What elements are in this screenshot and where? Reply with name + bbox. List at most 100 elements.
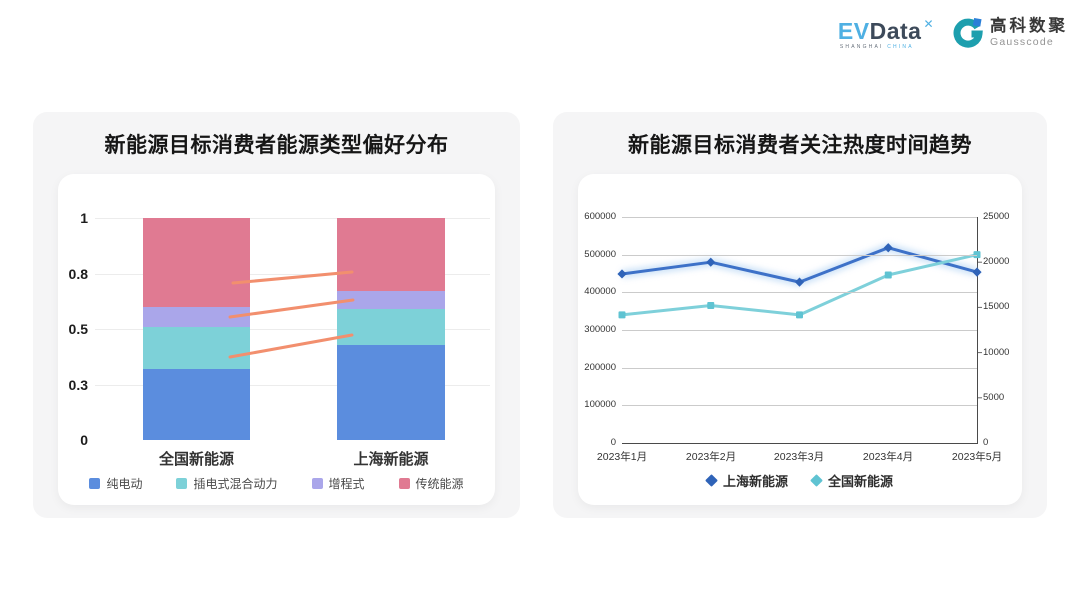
legend-item-phev[interactable]: 插电式混合动力 xyxy=(176,475,278,492)
left-axis-tick: 0 xyxy=(610,437,616,448)
legend-item-erev[interactable]: 增程式 xyxy=(311,475,365,492)
legend-item-traditional[interactable]: 传统能源 xyxy=(398,475,464,492)
gausscode-g-icon xyxy=(953,17,983,48)
legend-label: 全国新能源 xyxy=(828,474,894,489)
bar-chart-card: 全国新能源 上海新能源 0 0.3 0.5 0.8 1 纯电动 插电式混合动力 增程式 … xyxy=(58,174,495,505)
bar-segment xyxy=(143,368,250,440)
header-logos: EV Data ✕ SHANGHAI CHINA 高科数聚 Gausscode xyxy=(837,17,1068,50)
line-gridline xyxy=(622,367,977,369)
evdata-tagline: SHANGHAI CHINA xyxy=(839,44,914,50)
line-plot-area xyxy=(617,217,982,444)
gausscode-cn-name: 高科数聚 xyxy=(990,17,1068,36)
right-axis-tick: 15000 xyxy=(983,301,1010,312)
line-gridline xyxy=(622,330,977,331)
data-point-diamond xyxy=(883,243,893,253)
line-chart-card: 0 100000 200000 300000 400000 500000 600… xyxy=(578,174,1022,505)
bar-segment xyxy=(337,344,445,440)
data-point-diamond xyxy=(706,257,716,267)
annotation-line xyxy=(228,298,355,319)
line-gridline xyxy=(622,254,977,256)
line-gridline xyxy=(622,405,977,407)
right-axis-tick: 20000 xyxy=(983,256,1010,267)
bar-national xyxy=(143,218,250,440)
left-axis-tick: 500000 xyxy=(584,249,616,260)
bar-gridline xyxy=(95,329,490,330)
right-axis-tick: 25000 xyxy=(983,211,1010,222)
legend-diamond-marker xyxy=(705,474,718,487)
bar-segment xyxy=(143,326,250,369)
x-axis-label: 2023年1月 xyxy=(596,451,648,463)
line-series-layer xyxy=(617,243,982,399)
legend-swatch xyxy=(398,478,410,489)
bar-ytick-label: 0.8 xyxy=(68,265,88,282)
bar-chart-title: 新能源目标消费者能源类型偏好分布 xyxy=(104,134,449,157)
data-point-diamond xyxy=(972,267,982,277)
left-axis-tick: 100000 xyxy=(584,399,616,410)
bar-segment xyxy=(337,291,445,310)
gausscode-en-name: Gausscode xyxy=(990,36,1054,49)
gausscode-logo: 高科数聚 Gausscode xyxy=(952,17,1068,49)
gausscode-wordmark: 高科数聚 Gausscode xyxy=(990,17,1068,48)
bar-gridline xyxy=(95,384,490,386)
bar-category-label: 上海新能源 xyxy=(353,451,429,468)
line-glow xyxy=(621,243,979,287)
legend-swatch xyxy=(89,478,101,489)
data-point-square xyxy=(618,311,626,319)
bar-segment xyxy=(337,218,445,292)
data-point-square xyxy=(796,311,803,319)
bar-legend: 纯电动 插电式混合动力 增程式 传统能源 xyxy=(58,475,495,492)
legend-swatch xyxy=(176,478,188,489)
left-axis-tick: 400000 xyxy=(584,286,616,297)
legend-item-shanghai[interactable]: 上海新能源 xyxy=(705,471,788,490)
right-axis-tick: 5000 xyxy=(983,392,1005,403)
x-axis-label: 2023年3月 xyxy=(773,451,825,463)
bar-gridline xyxy=(95,273,490,275)
annotation-lines-layer xyxy=(228,270,355,359)
right-axis-tick: 10000 xyxy=(983,347,1010,358)
x-axis-label: 2023年4月 xyxy=(862,451,914,463)
bar-segment xyxy=(337,309,445,345)
legend-label: 上海新能源 xyxy=(722,474,788,489)
x-axis-label: 2023年2月 xyxy=(685,451,737,463)
evdata-wordmark: EV Data ✕ xyxy=(837,17,934,44)
x-axis-label: 2023年5月 xyxy=(951,451,1003,463)
left-axis-tick: 300000 xyxy=(584,324,616,335)
legend-label: 传统能源 xyxy=(415,477,464,491)
annotation-line xyxy=(228,333,354,359)
bar-segment xyxy=(143,306,250,327)
bar-plot-area: 全国新能源 上海新能源 0 0.3 0.5 0.8 1 xyxy=(69,210,490,468)
legend-label: 纯电动 xyxy=(106,477,143,491)
left-axis-tick: 600000 xyxy=(584,211,616,222)
legend-label: 增程式 xyxy=(328,477,365,491)
energy-type-preference-panel: 新能源目标消费者能源类型偏好分布 全国新能源 上海新能源 0 0.3 0.5 0.8 1… xyxy=(33,112,520,518)
legend-item-pure-electric[interactable]: 纯电动 xyxy=(89,475,142,492)
attention-trend-panel: 新能源目标消费者关注热度时间趋势 0 100000 200000 300000 … xyxy=(553,112,1047,518)
bar-gridline xyxy=(95,218,490,219)
data-point-square xyxy=(884,271,892,279)
evdata-data-text: Data xyxy=(869,18,922,44)
bar-ytick-label: 0.3 xyxy=(68,376,88,393)
bar-ytick-label: 0.5 xyxy=(68,321,88,337)
legend-item-national[interactable]: 全国新能源 xyxy=(810,471,894,490)
right-axis-tick: 0 xyxy=(983,437,989,448)
line-gridline xyxy=(622,292,977,294)
evdata-x-icon: ✕ xyxy=(923,17,934,31)
bar-segment xyxy=(143,218,250,307)
bar-ytick-label: 1 xyxy=(80,210,88,226)
left-axis-tick: 200000 xyxy=(584,362,616,373)
bar-ytick-label: 0 xyxy=(80,432,88,448)
legend-swatch xyxy=(311,478,323,489)
bar-shanghai xyxy=(337,218,445,440)
line-gridline xyxy=(622,217,977,218)
evdata-ev-text: EV xyxy=(837,18,870,44)
line-legend: 上海新能源 全国新能源 xyxy=(578,471,1022,490)
annotation-line xyxy=(231,270,354,285)
evdata-logo: EV Data ✕ SHANGHAI CHINA xyxy=(837,17,934,50)
line-chart-title: 新能源目标消费者关注热度时间趋势 xyxy=(628,134,972,157)
legend-label: 插电式混合动力 xyxy=(193,477,278,491)
legend-diamond-marker xyxy=(810,474,823,487)
data-point-square xyxy=(973,251,981,259)
bar-category-label: 全国新能源 xyxy=(158,451,234,468)
data-point-diamond xyxy=(794,277,805,287)
